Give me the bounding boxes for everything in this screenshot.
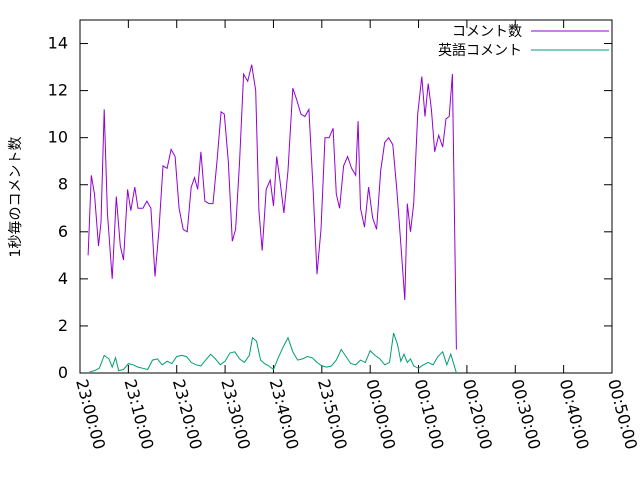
x-tick-label: 23:20:00 (169, 377, 206, 451)
x-tick-label: 23:10:00 (120, 377, 157, 451)
x-tick-label: 00:00:00 (362, 377, 399, 451)
series-line-1 (87, 64, 457, 350)
y-tick-label: 6 (58, 222, 68, 241)
x-tick-label: 00:20:00 (459, 377, 496, 451)
plot-frame (79, 19, 613, 374)
y-tick-label: 12 (48, 81, 68, 100)
x-tick-label: 00:10:00 (411, 377, 448, 451)
y-tick-label: 14 (48, 34, 68, 53)
x-tick-label: 00:40:00 (556, 377, 593, 451)
series-layer (87, 64, 457, 374)
y-tick-label: 2 (58, 316, 68, 335)
y-tick-label: 0 (58, 363, 68, 382)
x-axis: 23:00:00 23:10:00 23:20:00 23:30:00 23:40:00… (72, 20, 640, 451)
series-line-2 (89, 332, 457, 374)
x-tick-label: 00:50:00 (604, 377, 640, 451)
y-tick-label: 4 (58, 269, 68, 288)
y-axis: 0 2 4 6 8 10 12 14 (48, 34, 612, 382)
x-tick-label: 23:50:00 (314, 377, 351, 451)
y-tick-label: 10 (48, 128, 68, 147)
x-tick-label: 00:30:00 (507, 377, 544, 451)
y-tick-label: 8 (58, 175, 68, 194)
legend-label-2: 英語コメント (438, 42, 522, 59)
x-tick-label: 23:30:00 (217, 377, 254, 451)
y-axis-label: 1秒毎のコメント数 (8, 137, 24, 258)
legend-label-1: コメント数 (452, 24, 522, 40)
x-tick-label: 23:00:00 (72, 377, 109, 451)
x-tick-label: 23:40:00 (266, 377, 303, 451)
plot-area (79, 19, 613, 374)
